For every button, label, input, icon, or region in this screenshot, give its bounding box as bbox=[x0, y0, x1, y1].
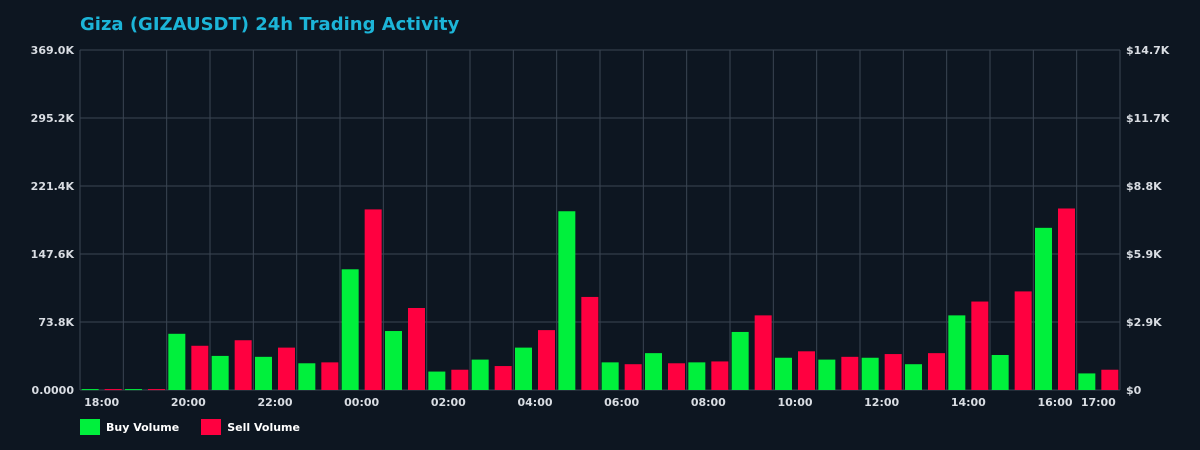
buy-bar bbox=[688, 362, 706, 390]
legend-item-sell[interactable]: Sell Volume bbox=[201, 419, 300, 435]
y-right-tick-label: $5.9K bbox=[1126, 248, 1162, 261]
x-tick-label: 02:00 bbox=[431, 396, 466, 409]
chart-title: Giza (GIZAUSDT) 24h Trading Activity bbox=[80, 14, 460, 35]
buy-bar bbox=[861, 357, 879, 390]
buy-bar bbox=[428, 371, 446, 390]
y-left-tick-label: 295.2K bbox=[31, 112, 75, 125]
buy-bar bbox=[991, 354, 1009, 390]
sell-bar bbox=[451, 369, 469, 390]
sell-bar bbox=[494, 366, 512, 390]
y-right-tick-label: $8.8K bbox=[1126, 180, 1162, 193]
legend-label-sell: Sell Volume bbox=[227, 420, 300, 434]
buy-bar bbox=[341, 269, 359, 390]
sell-bar bbox=[364, 209, 382, 390]
buy-bar bbox=[255, 356, 272, 390]
y-right-tick-label: $0 bbox=[1126, 384, 1142, 397]
buy-bar bbox=[905, 364, 922, 390]
x-tick-label: 17:00 bbox=[1081, 396, 1116, 409]
y-right-tick-label: $11.7K bbox=[1126, 112, 1170, 125]
sell-bar bbox=[321, 362, 339, 390]
y-right-tick-label: $14.7K bbox=[1126, 44, 1170, 57]
sell-bar bbox=[711, 361, 729, 390]
buy-bar bbox=[601, 362, 619, 390]
sell-bar bbox=[624, 364, 642, 390]
axis-layer: 0.0000 $0 73.8K $2.9K 147.6K $5.9K 221.4K $8.8K… bbox=[31, 44, 1170, 409]
buy-bar bbox=[81, 389, 99, 391]
buy-bar bbox=[645, 353, 662, 390]
sell-bar bbox=[234, 340, 252, 390]
x-tick-label: 10:00 bbox=[777, 396, 812, 409]
x-tick-label: 08:00 bbox=[691, 396, 726, 409]
bar-layer bbox=[81, 208, 1119, 391]
sell-bar bbox=[754, 315, 772, 390]
buy-bar bbox=[211, 355, 229, 390]
sell-bar bbox=[884, 354, 902, 390]
buy-bar bbox=[1035, 227, 1052, 390]
x-tick-label: 12:00 bbox=[864, 396, 899, 409]
sell-bar bbox=[104, 389, 122, 391]
y-left-tick-label: 369.0K bbox=[31, 44, 75, 57]
buy-bar bbox=[558, 211, 576, 390]
buy-bar bbox=[471, 359, 489, 390]
x-tick-label: 22:00 bbox=[257, 396, 292, 409]
buy-bar bbox=[385, 331, 402, 390]
y-left-tick-label: 147.6K bbox=[31, 248, 75, 261]
buy-bar bbox=[515, 347, 532, 390]
sell-bar bbox=[841, 356, 859, 390]
y-left-tick-label: 73.8K bbox=[38, 316, 74, 329]
buy-bar bbox=[168, 333, 186, 390]
grid-layer bbox=[79, 49, 1121, 391]
x-tick-label: 04:00 bbox=[517, 396, 552, 409]
legend: Buy Volume Sell Volume bbox=[80, 419, 300, 435]
buy-bar bbox=[775, 357, 792, 390]
y-left-tick-label: 0.0000 bbox=[32, 384, 75, 397]
y-right-tick-label: $2.9K bbox=[1126, 316, 1162, 329]
x-tick-label: 06:00 bbox=[604, 396, 639, 409]
sell-bar bbox=[278, 347, 295, 390]
buy-bar bbox=[1078, 373, 1096, 390]
buy-bar bbox=[125, 389, 142, 391]
sell-bar bbox=[538, 330, 555, 390]
buy-swatch bbox=[80, 419, 100, 435]
sell-bar bbox=[668, 363, 685, 390]
sell-bar bbox=[148, 389, 165, 391]
legend-label-buy: Buy Volume bbox=[106, 420, 180, 434]
sell-bar bbox=[581, 296, 599, 390]
legend-item-buy[interactable]: Buy Volume bbox=[80, 419, 179, 435]
sell-bar bbox=[1101, 369, 1119, 390]
sell-bar bbox=[191, 345, 209, 390]
x-tick-label: 16:00 bbox=[1037, 396, 1072, 409]
x-tick-label: 14:00 bbox=[951, 396, 986, 409]
sell-bar bbox=[1014, 291, 1032, 390]
y-left-tick-label: 221.4K bbox=[31, 180, 75, 193]
x-tick-label: 20:00 bbox=[171, 396, 206, 409]
buy-bar bbox=[818, 359, 836, 390]
buy-bar bbox=[731, 331, 749, 390]
x-tick-label: 00:00 bbox=[344, 396, 379, 409]
sell-bar bbox=[971, 301, 989, 390]
sell-bar bbox=[798, 351, 815, 390]
buy-bar bbox=[298, 363, 316, 390]
sell-bar bbox=[1058, 208, 1075, 390]
sell-bar bbox=[408, 307, 425, 390]
x-tick-label: 18:00 bbox=[84, 396, 119, 409]
sell-bar bbox=[928, 353, 945, 390]
buy-bar bbox=[948, 315, 966, 390]
sell-swatch bbox=[201, 419, 222, 435]
